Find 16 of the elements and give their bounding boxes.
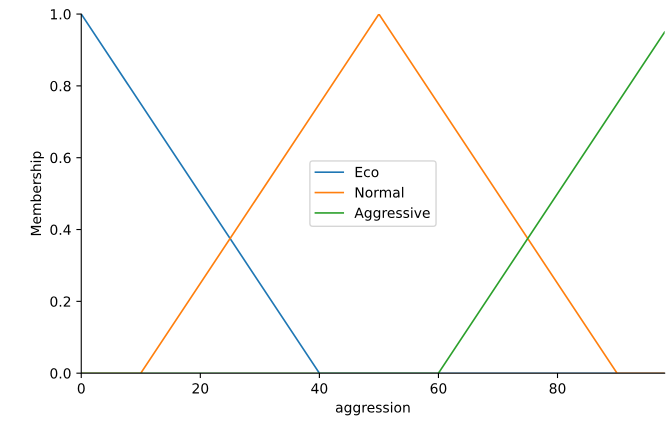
y-tick-label: 0.0: [50, 368, 71, 379]
legend-label: Normal: [356, 186, 404, 198]
y-tick-label: 0.2: [50, 296, 70, 307]
y-tick-label: 0.8: [50, 80, 71, 92]
y-tick-label: 0.6: [50, 152, 71, 164]
x-tick-label: 40: [311, 383, 328, 394]
legend-label: Aggressive: [354, 207, 430, 221]
y-axis-title: Membership: [30, 151, 44, 236]
x-tick-label: 60: [430, 383, 446, 394]
x-tick-label: 80: [550, 383, 566, 394]
x-tick-label: 20: [192, 383, 208, 394]
y-tick-label: 0.4: [50, 224, 71, 236]
legend-label: Eco: [356, 166, 378, 178]
y-tick-label: 1.0: [50, 9, 71, 20]
x-axis-title: aggression: [336, 402, 410, 416]
x-tick-label: 0: [78, 383, 85, 394]
